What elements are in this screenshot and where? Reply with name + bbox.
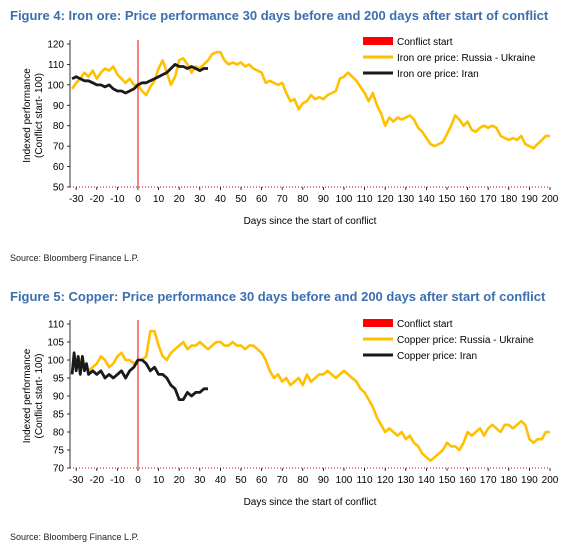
copper-y-tick-label: 80	[53, 428, 65, 439]
copper-x-tick-label: 130	[397, 475, 414, 486]
iron-y-tick-label: 90	[53, 101, 65, 112]
copper-x-tick-label: 180	[500, 475, 517, 486]
iron-x-tick-label: 0	[135, 194, 141, 205]
copper-x-tick-label: 10	[153, 475, 165, 486]
iron-x-tick-label: -20	[90, 194, 105, 205]
copper-x-tick-label: 100	[336, 475, 353, 486]
copper-x-tick-label: 150	[439, 475, 456, 486]
iron-x-tick-label: 100	[336, 194, 353, 205]
copper-x-tick-label: 0	[135, 475, 141, 486]
iron-x-tick-label: 160	[459, 194, 476, 205]
iron-x-tick-label: 90	[318, 194, 330, 205]
iron-y-axis-title-line2: (Conflict start- 100)	[34, 73, 45, 158]
copper-y-tick-label: 100	[47, 356, 64, 367]
iron-x-tick-label: -30	[69, 194, 84, 205]
copper-x-tick-label: 90	[318, 475, 330, 486]
iron-x-tick-label: 200	[542, 194, 559, 205]
copper-y-tick-label: 70	[53, 464, 65, 475]
figure-5-title: Figure 5: Copper: Price performance 30 d…	[10, 289, 546, 304]
iron-x-tick-label: 30	[194, 194, 206, 205]
iron-x-tick-label: 60	[256, 194, 268, 205]
iron-x-tick-label: 120	[377, 194, 394, 205]
copper-x-tick-label: 50	[235, 475, 247, 486]
iron-y-tick-label: 50	[53, 183, 65, 194]
iron-y-tick-label: 80	[53, 121, 65, 132]
copper-y-axis-title-line1: Indexed performance	[22, 348, 33, 443]
figure-4-title: Figure 4: Iron ore: Price performance 30…	[10, 8, 549, 23]
iron-legend-iran-label: Iron ore price: Iran	[397, 69, 479, 80]
iron-x-tick-label: 150	[439, 194, 456, 205]
iron-x-tick-label: 50	[235, 194, 247, 205]
copper-chart: 70 75 80 85 90 95 100 105 110 -30 -20 -10 0 10 20 30 40 5…	[22, 319, 559, 508]
copper-y-axis-title: Indexed performance(Conflict start- 100)	[22, 348, 45, 443]
iron-legend-conflict-label: Conflict start	[397, 37, 453, 48]
iron-x-tick-label: 40	[215, 194, 227, 205]
iron-x-tick-label: 20	[174, 194, 186, 205]
copper-x-tick-label: -30	[69, 475, 84, 486]
copper-legend-russia-label: Copper price: Russia - Ukraine	[397, 335, 534, 346]
figure-5-source: Source: Bloomberg Finance L.P.	[10, 532, 139, 542]
iron-legend-conflict-swatch	[363, 37, 393, 45]
copper-y-tick-label: 95	[53, 374, 65, 385]
copper-y-tick-label: 75	[53, 446, 65, 457]
copper-legend-conflict-label: Conflict start	[397, 319, 453, 330]
iron-x-tick-label: 80	[297, 194, 309, 205]
iron-legend-russia-label: Iron ore price: Russia - Ukraine	[397, 53, 536, 64]
copper-legend-conflict-swatch	[363, 319, 393, 327]
copper-x-tick-label: 160	[459, 475, 476, 486]
copper-x-tick-label: 190	[521, 475, 538, 486]
copper-x-tick-label: 200	[542, 475, 559, 486]
figure-4-source: Source: Bloomberg Finance L.P.	[10, 253, 139, 263]
iron-x-tick-label: 70	[277, 194, 289, 205]
copper-x-tick-label: -20	[90, 475, 105, 486]
iron-y-axis-title-line1: Indexed performance	[22, 68, 33, 163]
iron-y-tick-label: 100	[47, 80, 64, 91]
copper-x-tick-label: 30	[194, 475, 206, 486]
copper-x-tick-label: 70	[277, 475, 289, 486]
copper-y-tick-label: 110	[48, 320, 64, 331]
copper-y-axis-title-line2: (Conflict start- 100)	[34, 353, 45, 438]
iron-russia-ukraine-line	[71, 50, 550, 150]
copper-x-tick-label: 60	[256, 475, 268, 486]
copper-x-tick-label: 80	[297, 475, 309, 486]
copper-x-tick-label: 120	[377, 475, 394, 486]
iron-y-axis-title: Indexed performance(Conflict start- 100)	[22, 68, 45, 163]
iron-x-tick-label: 130	[397, 194, 414, 205]
iron-y-tick-label: 120	[47, 40, 64, 51]
iron-y-tick-label: 110	[48, 60, 64, 71]
iron-x-tick-label: 140	[418, 194, 435, 205]
copper-x-tick-label: 170	[480, 475, 497, 486]
copper-x-axis-title: Days since the start of conflict	[244, 497, 377, 508]
iron-iran-line	[71, 63, 208, 95]
copper-x-tick-label: 110	[357, 475, 373, 486]
iron-y-tick-label: 60	[53, 162, 65, 173]
iron-ore-chart: 50 60 70 80 90 100 110 120 -30 -20 -10 0 10 20 30 40 50 6…	[22, 37, 559, 227]
copper-y-tick-label: 90	[53, 392, 65, 403]
iron-y-tick-label: 70	[53, 142, 65, 153]
iron-x-tick-label: 180	[500, 194, 517, 205]
copper-x-tick-label: 40	[215, 475, 227, 486]
iron-x-tick-label: 190	[521, 194, 538, 205]
iron-x-tick-label: 170	[480, 194, 497, 205]
copper-iran-line	[70, 351, 208, 401]
copper-legend-iran-label: Copper price: Iran	[397, 351, 477, 362]
copper-x-tick-label: 20	[174, 475, 186, 486]
iron-x-tick-label: 110	[357, 194, 373, 205]
copper-y-tick-label: 105	[47, 338, 64, 349]
copper-x-tick-label: 140	[418, 475, 435, 486]
copper-russia-ukraine-line	[71, 329, 550, 463]
copper-y-tick-label: 85	[53, 410, 65, 421]
iron-x-axis-title: Days since the start of conflict	[244, 216, 377, 227]
iron-x-tick-label: 10	[153, 194, 165, 205]
copper-x-tick-label: -10	[110, 475, 125, 486]
iron-x-tick-label: -10	[110, 194, 125, 205]
